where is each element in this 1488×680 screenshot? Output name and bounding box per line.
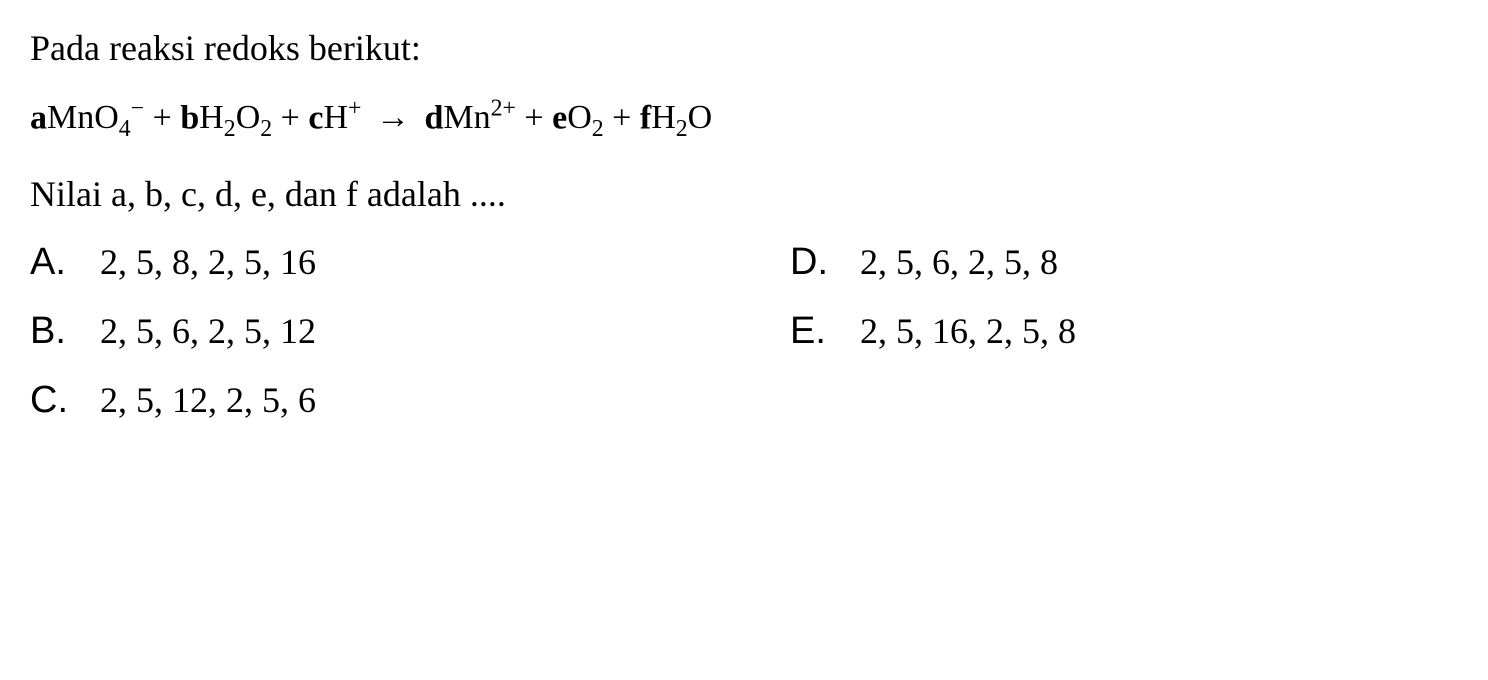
question-prompt-1: Pada reaksi redoks berikut:	[30, 20, 1458, 78]
option-d-value: 2, 5, 6, 2, 5, 8	[860, 241, 1058, 283]
coef-f: f	[640, 99, 651, 136]
term-2: H2O2	[199, 99, 272, 136]
arrow-icon: →	[370, 91, 416, 145]
redox-equation: aMnO4− + bH2O2 + cH+ → dMn2+ + eO2 + fH2…	[30, 90, 1458, 148]
option-e-value: 2, 5, 16, 2, 5, 8	[860, 310, 1076, 352]
option-b[interactable]: B. 2, 5, 6, 2, 5, 12	[30, 310, 790, 353]
option-row-2: B. 2, 5, 6, 2, 5, 12 E. 2, 5, 16, 2, 5, …	[30, 310, 1458, 353]
option-d-letter: D.	[790, 241, 860, 284]
product-3: H2O	[651, 99, 712, 136]
option-row-3: C. 2, 5, 12, 2, 5, 6	[30, 379, 1458, 422]
option-row-1: A. 2, 5, 8, 2, 5, 16 D. 2, 5, 6, 2, 5, 8	[30, 241, 1458, 284]
option-d[interactable]: D. 2, 5, 6, 2, 5, 8	[790, 241, 1058, 284]
options-container: A. 2, 5, 8, 2, 5, 16 D. 2, 5, 6, 2, 5, 8…	[30, 241, 1458, 422]
coef-b: b	[180, 99, 199, 136]
term-3: H+	[323, 99, 361, 136]
option-b-letter: B.	[30, 310, 100, 353]
product-2: O2	[567, 99, 603, 136]
coef-a: a	[30, 99, 47, 136]
option-a[interactable]: A. 2, 5, 8, 2, 5, 16	[30, 241, 790, 284]
option-c[interactable]: C. 2, 5, 12, 2, 5, 6	[30, 379, 790, 422]
option-b-value: 2, 5, 6, 2, 5, 12	[100, 310, 316, 352]
option-e[interactable]: E. 2, 5, 16, 2, 5, 8	[790, 310, 1076, 353]
option-c-value: 2, 5, 12, 2, 5, 6	[100, 379, 316, 421]
coef-d: d	[424, 99, 443, 136]
coef-c: c	[308, 99, 323, 136]
option-a-letter: A.	[30, 241, 100, 284]
option-c-letter: C.	[30, 379, 100, 422]
coef-e: e	[552, 99, 567, 136]
term-1: MnO4−	[47, 99, 144, 136]
option-e-letter: E.	[790, 310, 860, 353]
question-prompt-2: Nilai a, b, c, d, e, dan f adalah ....	[30, 166, 1458, 224]
product-1: Mn2+	[443, 99, 516, 136]
option-a-value: 2, 5, 8, 2, 5, 16	[100, 241, 316, 283]
